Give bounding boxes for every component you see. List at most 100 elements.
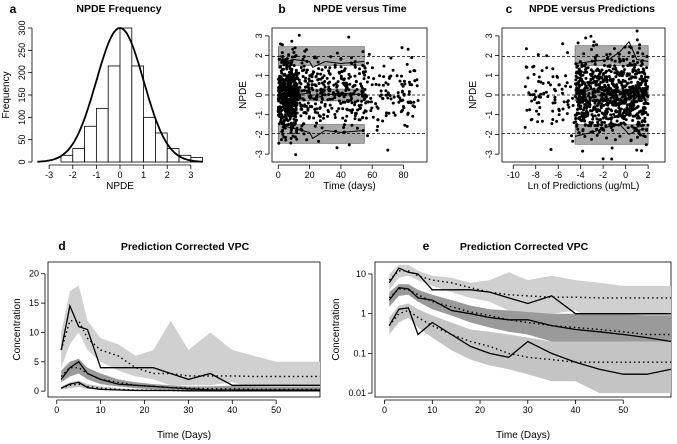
data-point xyxy=(328,80,332,84)
data-point xyxy=(289,121,293,125)
data-point xyxy=(595,79,599,83)
data-point xyxy=(356,99,360,103)
data-point xyxy=(398,96,402,100)
data-point xyxy=(320,126,324,130)
data-point xyxy=(536,120,540,124)
data-point xyxy=(302,55,306,59)
data-point xyxy=(571,139,575,143)
data-point xyxy=(342,126,346,129)
data-point xyxy=(606,83,610,87)
data-point xyxy=(297,96,301,99)
data-point xyxy=(593,56,597,60)
data-point xyxy=(595,76,599,80)
data-point xyxy=(644,89,648,93)
y-tick-label: -3 xyxy=(484,150,494,158)
data-point xyxy=(592,79,596,83)
data-point xyxy=(313,124,317,128)
data-point xyxy=(577,80,581,84)
y-axis-title: Concentration xyxy=(12,298,23,360)
data-point xyxy=(589,81,593,85)
data-point xyxy=(353,100,357,104)
series-line-observed-95th xyxy=(60,303,320,386)
data-point xyxy=(407,92,411,96)
data-point xyxy=(641,52,645,56)
data-point xyxy=(611,100,615,103)
data-point xyxy=(537,75,541,79)
data-point xyxy=(341,107,345,111)
data-point xyxy=(590,113,594,117)
data-point xyxy=(353,65,357,69)
data-point xyxy=(530,99,534,103)
data-point xyxy=(278,91,282,95)
data-point xyxy=(581,149,585,153)
data-point xyxy=(342,82,346,86)
data-point xyxy=(361,90,365,94)
x-tick-label: 2 xyxy=(646,170,651,180)
chart-title: Prediction Corrected VPC xyxy=(121,241,250,253)
data-point xyxy=(609,122,613,126)
data-point xyxy=(646,102,650,106)
data-point xyxy=(288,81,292,85)
data-point xyxy=(290,67,294,71)
panel-label: b xyxy=(278,2,285,16)
data-point xyxy=(595,104,599,108)
data-point xyxy=(574,117,578,120)
series-line-observed-median xyxy=(388,287,672,343)
data-point xyxy=(601,93,605,97)
data-point xyxy=(578,116,582,119)
data-point xyxy=(406,112,410,116)
x-tick-label: -2 xyxy=(599,170,607,180)
data-point xyxy=(581,111,585,115)
data-point xyxy=(282,78,286,82)
data-point xyxy=(281,84,285,88)
data-point xyxy=(335,85,339,89)
series-line-predicted-95th xyxy=(388,270,671,299)
data-point xyxy=(317,82,321,85)
data-point xyxy=(616,102,620,106)
data-point xyxy=(353,83,357,87)
data-point xyxy=(637,121,641,125)
data-point xyxy=(579,104,583,108)
data-point xyxy=(575,123,579,127)
data-point xyxy=(300,89,304,93)
data-point xyxy=(629,138,633,142)
data-point xyxy=(406,100,410,104)
data-point xyxy=(292,123,296,127)
data-point xyxy=(618,58,622,62)
data-point xyxy=(576,41,580,45)
data-point xyxy=(346,99,349,102)
data-point xyxy=(581,129,585,133)
data-point xyxy=(638,77,642,81)
y-tick-label: 0.01 xyxy=(348,388,366,398)
data-point xyxy=(641,87,645,90)
data-point xyxy=(293,102,297,106)
data-point xyxy=(290,77,294,81)
data-point xyxy=(638,43,642,47)
data-point xyxy=(384,114,388,118)
prediction-interval-band xyxy=(61,358,320,391)
data-point xyxy=(400,46,404,50)
data-point xyxy=(607,68,611,72)
data-point xyxy=(574,83,578,87)
x-tick-label: 3 xyxy=(188,170,193,180)
data-point xyxy=(583,92,587,96)
data-point xyxy=(585,70,589,74)
data-point xyxy=(336,80,340,84)
data-point xyxy=(311,88,315,92)
data-point xyxy=(337,107,341,111)
data-point xyxy=(540,69,544,73)
data-point xyxy=(580,63,584,67)
data-point xyxy=(613,71,617,75)
data-point xyxy=(350,101,354,105)
quantile-line-median xyxy=(574,88,649,100)
data-point xyxy=(323,85,327,89)
data-point xyxy=(386,82,390,86)
data-point xyxy=(536,53,540,57)
data-point xyxy=(645,79,649,83)
data-point xyxy=(391,101,395,105)
data-point xyxy=(307,88,311,92)
data-point xyxy=(317,139,321,143)
x-tick-label: -6 xyxy=(554,170,562,180)
data-point xyxy=(372,77,376,81)
data-point xyxy=(578,107,582,111)
